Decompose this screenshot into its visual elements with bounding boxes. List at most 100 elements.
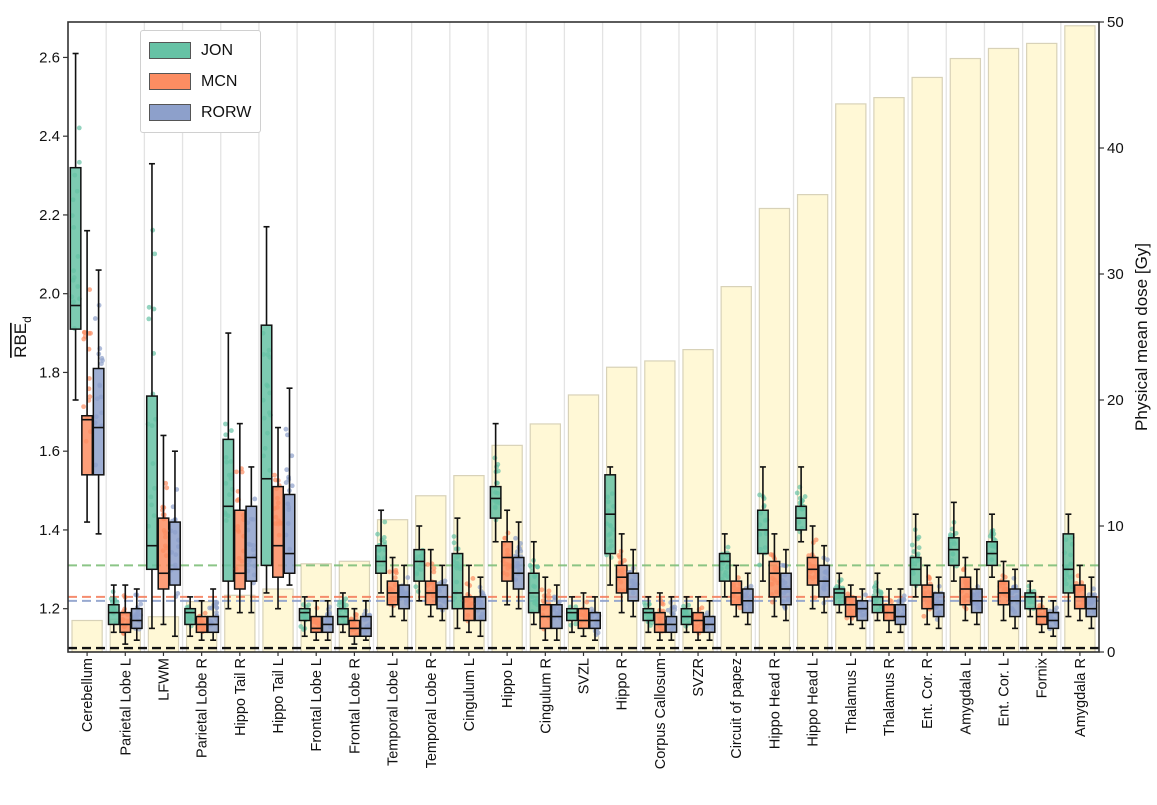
data-point <box>948 532 953 538</box>
data-point <box>451 540 457 546</box>
legend-swatch-mcn <box>149 73 191 90</box>
x-tick-label: Thalamus L <box>844 658 860 734</box>
data-point <box>642 603 648 609</box>
box-mcn <box>119 611 132 634</box>
data-point <box>272 472 277 478</box>
box-rorw <box>283 493 296 574</box>
x-tick-label: Temporal Lobe L <box>386 658 402 766</box>
box-rorw <box>359 615 372 637</box>
data-point <box>76 159 82 165</box>
data-point <box>306 602 312 608</box>
box-mcn <box>768 560 781 598</box>
data-point <box>513 535 518 541</box>
box-mcn <box>501 541 514 582</box>
data-point <box>223 432 229 438</box>
data-point <box>343 602 349 608</box>
x-tick-label: SVZL <box>577 658 593 694</box>
data-point <box>138 601 144 607</box>
y-left-tick-label: 2.4 <box>39 128 60 145</box>
data-point <box>86 376 92 381</box>
x-tick-label: Circuit of papez <box>729 658 745 759</box>
data-point <box>812 595 818 601</box>
data-point <box>283 426 289 432</box>
box-rorw <box>894 604 907 626</box>
data-point <box>916 545 922 551</box>
box-jon <box>909 556 922 586</box>
box-jon <box>718 552 731 582</box>
data-point <box>921 613 927 619</box>
x-tick-label: Amygdala R <box>1073 658 1089 737</box>
legend-label-rorw: RORW <box>201 103 252 121</box>
data-point <box>686 602 692 608</box>
data-point <box>470 576 476 581</box>
data-point <box>163 480 169 486</box>
data-point <box>87 394 93 400</box>
data-point <box>546 588 552 594</box>
y-right-tick-label: 10 <box>1107 518 1124 535</box>
box-jon <box>833 588 846 606</box>
dose-bar <box>835 103 867 653</box>
box-jon <box>184 607 197 626</box>
box-rorw <box>856 600 869 622</box>
x-tick-label: LFWM <box>156 658 172 701</box>
y-left-tick-label: 2.0 <box>39 286 60 303</box>
data-point <box>387 569 393 575</box>
data-point <box>381 535 387 540</box>
data-point <box>82 330 88 335</box>
data-point <box>834 584 840 589</box>
data-point <box>289 483 295 489</box>
data-point <box>889 599 894 604</box>
data-point <box>546 592 551 598</box>
data-point <box>735 575 741 581</box>
data-point <box>100 358 105 363</box>
x-tick-label: Hippo L <box>500 658 516 708</box>
x-tick-label: Hippo Tail R <box>233 658 249 736</box>
data-point <box>802 494 808 499</box>
legend-item-rorw: RORW <box>149 97 251 128</box>
data-point <box>207 605 213 611</box>
dose-bar <box>1026 42 1058 653</box>
box-rorw <box>245 505 258 582</box>
x-tick-label: Thalamus R <box>882 658 898 736</box>
data-point <box>413 584 419 590</box>
box-jon <box>222 438 235 582</box>
box-jon <box>145 395 158 571</box>
box-jon <box>1062 533 1075 594</box>
box-mcn <box>233 509 246 590</box>
box-mcn <box>615 564 628 594</box>
x-tick-label: Hippo R <box>615 658 631 710</box>
x-tick-label: Hippo Head L <box>806 658 822 747</box>
box-rorw <box>627 572 640 602</box>
legend-item-mcn: MCN <box>149 66 251 97</box>
box-rorw <box>1009 588 1022 618</box>
data-point <box>202 610 208 616</box>
data-point <box>737 605 743 611</box>
legend-label-mcn: MCN <box>201 72 238 90</box>
data-point <box>872 589 878 594</box>
x-tick-label: Ent. Cor. L <box>997 658 1013 727</box>
data-point <box>425 562 431 567</box>
data-point <box>273 477 278 483</box>
data-point <box>285 432 290 438</box>
data-point <box>539 587 545 593</box>
data-point <box>228 428 234 433</box>
box-rorw <box>130 607 143 630</box>
data-point <box>431 569 437 575</box>
y-left-tick-label: 1.6 <box>39 443 60 460</box>
data-point <box>768 552 774 557</box>
box-mcn <box>959 576 972 606</box>
data-point <box>298 624 304 629</box>
y-left-tick-label: 2.2 <box>39 207 60 224</box>
box-jon <box>566 607 578 622</box>
data-point <box>863 592 868 598</box>
legend-swatch-rorw <box>149 104 191 121</box>
data-point <box>451 534 457 539</box>
box-mcn <box>844 596 857 618</box>
box-mcn <box>310 615 323 634</box>
data-point <box>824 557 830 563</box>
box-jon <box>375 544 388 574</box>
x-tick-label: Ent. Cor. R <box>920 658 936 729</box>
y-left-tick-label: 2.6 <box>39 49 60 66</box>
